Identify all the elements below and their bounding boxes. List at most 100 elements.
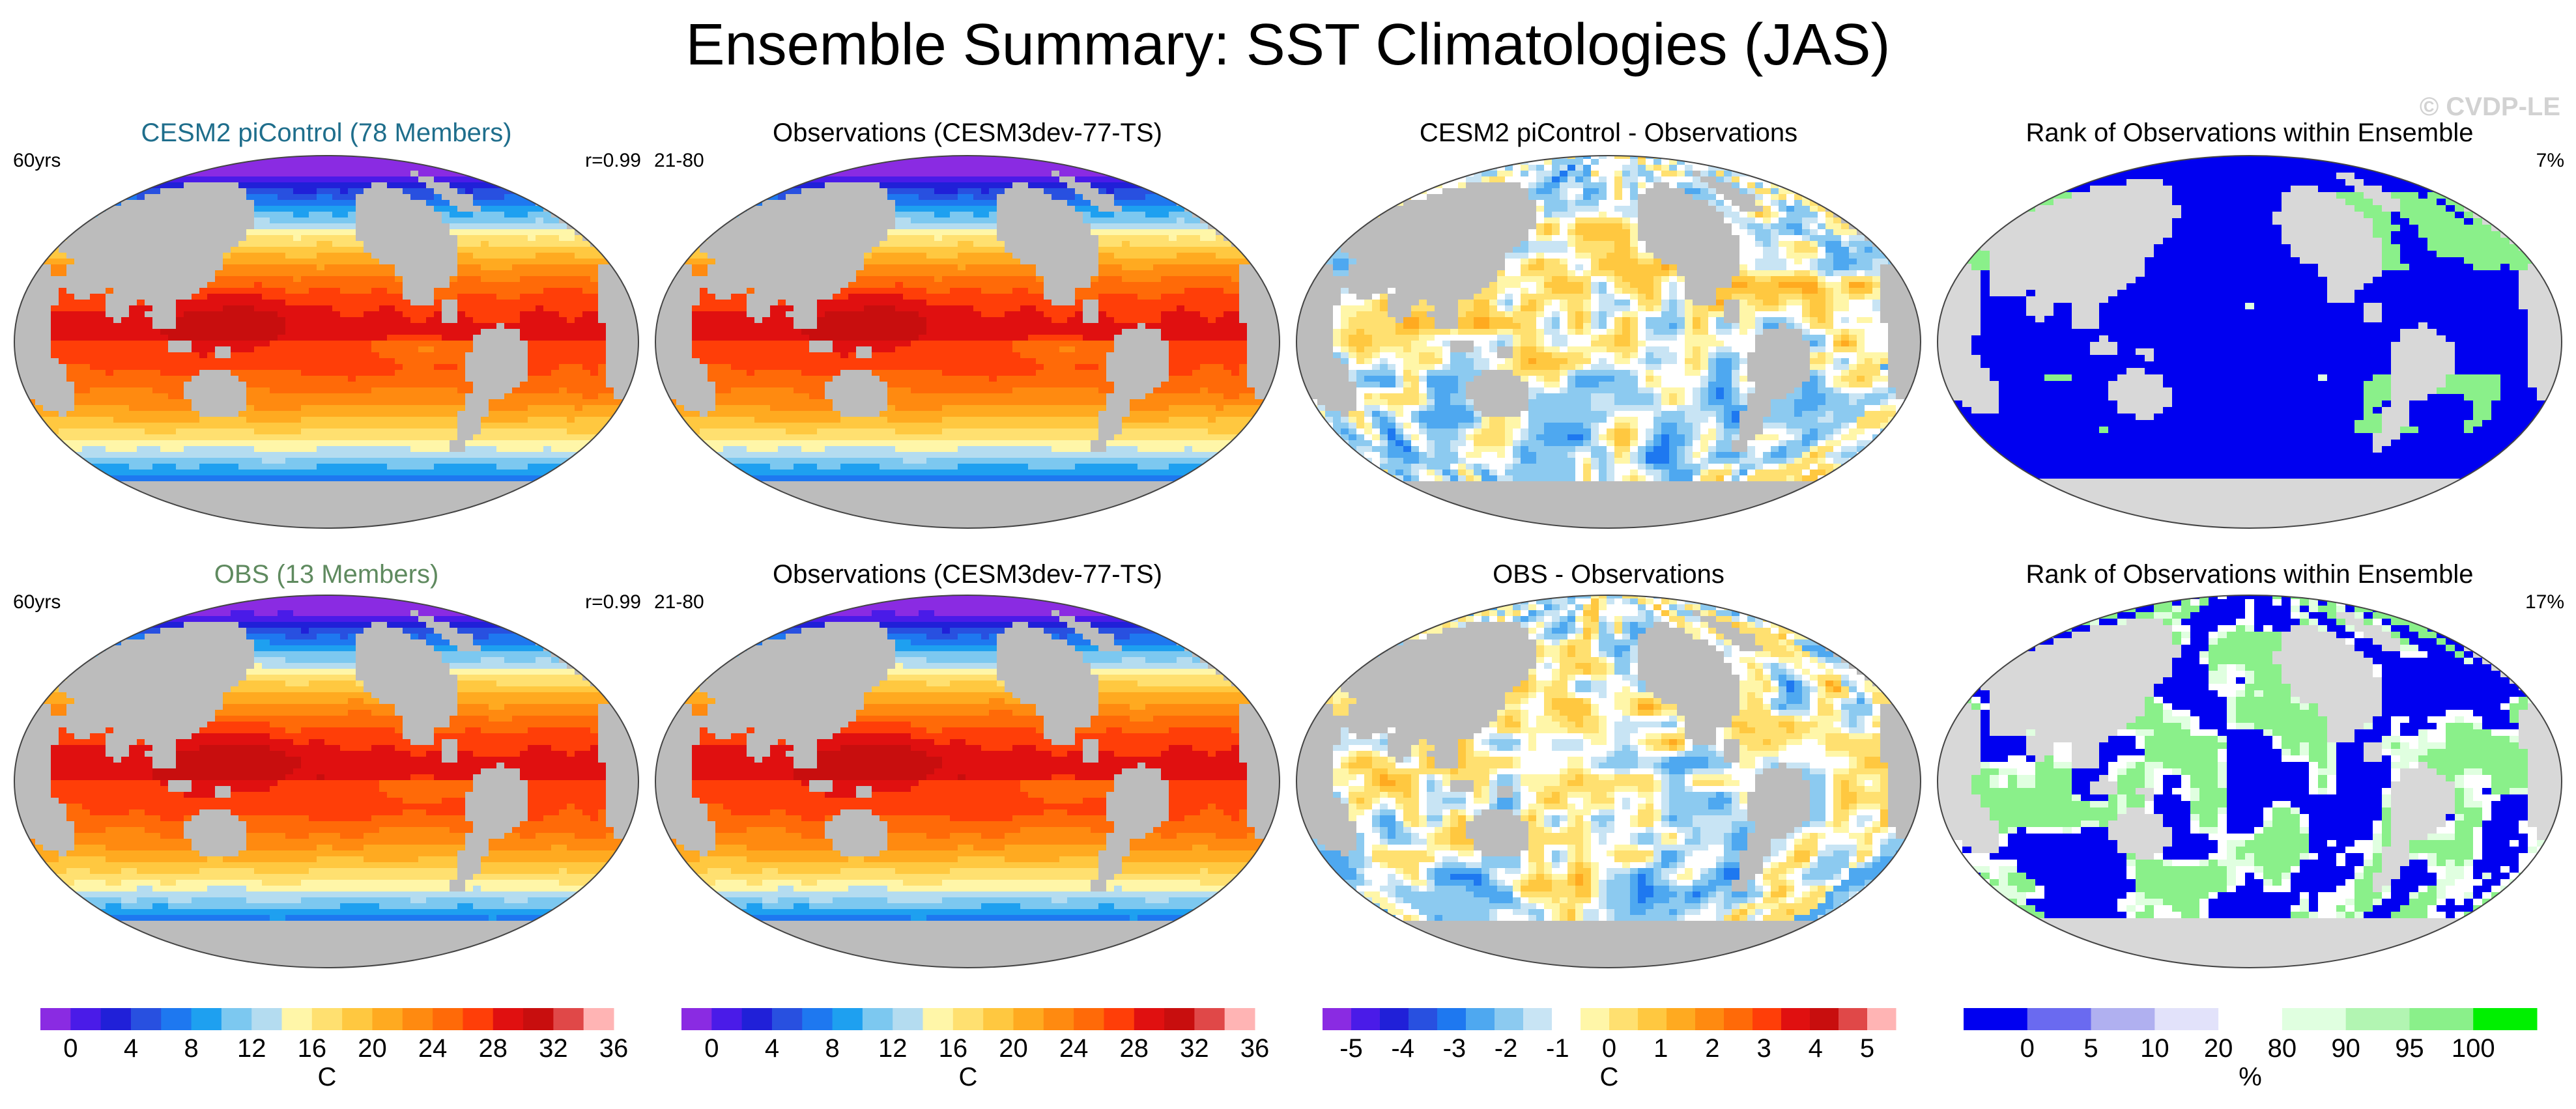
colorbar-swatch (1581, 1008, 1610, 1030)
colorbar-swatch (2409, 1008, 2474, 1030)
colorbar-swatch (553, 1008, 584, 1030)
colorbar-swatch (463, 1008, 494, 1030)
panel-title: Observations (CESM3dev-77-TS) (653, 560, 1282, 589)
colorbar-swatch (1013, 1008, 1044, 1030)
colorbar-tick-label: 1 (1622, 1034, 1700, 1063)
map-panel (655, 595, 1280, 968)
colorbar-swatch (1964, 1008, 2028, 1030)
colorbar-tick-label: 4 (1777, 1034, 1855, 1063)
colorbar-swatch (1552, 1008, 1581, 1030)
colorbar-tick-label: 0 (31, 1034, 109, 1063)
panel-left-annotation: 60yrs (13, 150, 61, 172)
colorbar-swatch (832, 1008, 863, 1030)
panel-right-annotation: r=0.99 (511, 591, 641, 613)
colorbar-swatch (1867, 1008, 1896, 1030)
colorbar-swatch (1380, 1008, 1409, 1030)
colorbar-swatch (161, 1008, 192, 1030)
colorbar (40, 1008, 614, 1030)
colorbar-tick-label: 2 (1673, 1034, 1751, 1063)
panel-right-annotation: 17% (2434, 591, 2564, 613)
colorbar-tick-label: 4 (733, 1034, 811, 1063)
colorbar-tick-label: 16 (273, 1034, 351, 1063)
colorbar-swatch (70, 1008, 102, 1030)
colorbar-tick-label: 28 (454, 1034, 532, 1063)
colorbar-tick-label: 8 (794, 1034, 872, 1063)
colorbar-swatch (433, 1008, 463, 1030)
colorbar-tick-label: 0 (1570, 1034, 1648, 1063)
colorbar-tick-label: 100 (2434, 1034, 2512, 1063)
panel-left-annotation: 21-80 (654, 591, 704, 613)
map-panel (1937, 155, 2562, 529)
colorbar-tick-label: 10 (2115, 1034, 2194, 1063)
colorbar-swatch (1043, 1008, 1074, 1030)
colorbar-tick-label: 95 (2370, 1034, 2448, 1063)
colorbar-tick-label: 8 (152, 1034, 231, 1063)
colorbar-swatch (862, 1008, 893, 1030)
colorbar-tick-label: 32 (1155, 1034, 1233, 1063)
colorbar-swatch (402, 1008, 433, 1030)
colorbar-swatch (2091, 1008, 2155, 1030)
colorbar-swatch (1224, 1008, 1255, 1030)
panel-title: OBS - Observations (1294, 560, 1923, 589)
colorbar-swatch (251, 1008, 283, 1030)
colorbar-swatch (1104, 1008, 1135, 1030)
colorbar-swatch (1638, 1008, 1667, 1030)
colorbar-swatch (2027, 1008, 2092, 1030)
colorbar-tick-label: 0 (672, 1034, 751, 1063)
colorbar-tick-label: 20 (2179, 1034, 2257, 1063)
colorbar-tick-label: -2 (1467, 1034, 1545, 1063)
colorbar-units: C (40, 1063, 614, 1092)
colorbar-tick-label: 16 (914, 1034, 992, 1063)
colorbar-swatch (802, 1008, 833, 1030)
colorbar-units: C (681, 1063, 1255, 1092)
colorbar-swatch (523, 1008, 554, 1030)
colorbar-tick-label: 3 (1725, 1034, 1803, 1063)
map-panel (655, 155, 1280, 529)
colorbar-swatch (1194, 1008, 1225, 1030)
colorbar-swatch (1810, 1008, 1839, 1030)
colorbar-units: C (1323, 1063, 1896, 1092)
colorbar-units: % (1964, 1063, 2537, 1092)
panel-title: OBS (13 Members) (12, 560, 641, 589)
colorbar-swatch (1609, 1008, 1639, 1030)
page-title: Ensemble Summary: SST Climatologies (JAS… (0, 12, 2576, 79)
colorbar-swatch (342, 1008, 373, 1030)
colorbar-swatch (893, 1008, 924, 1030)
colorbar-tick-label: 12 (212, 1034, 291, 1063)
panel-left-annotation: 60yrs (13, 591, 61, 613)
panel-right-annotation: 7% (2434, 150, 2564, 172)
colorbar-tick-label: 5 (2052, 1034, 2130, 1063)
colorbar-swatch (1351, 1008, 1381, 1030)
panel-title: CESM2 piControl - Observations (1294, 119, 1923, 148)
colorbar-tick-label: 24 (394, 1034, 472, 1063)
colorbar-tick-label: 36 (1216, 1034, 1294, 1063)
colorbar-tick-label: -1 (1519, 1034, 1597, 1063)
colorbar-swatch (741, 1008, 773, 1030)
colorbar-swatch (1667, 1008, 1696, 1030)
colorbar-tick-label: -5 (1312, 1034, 1390, 1063)
colorbar-swatch (1074, 1008, 1104, 1030)
colorbar-swatch (1781, 1008, 1810, 1030)
colorbar-swatch (1839, 1008, 1868, 1030)
colorbar-swatch (923, 1008, 954, 1030)
colorbar-swatch (711, 1008, 743, 1030)
colorbar (1964, 1008, 2538, 1030)
watermark: © CVDP-LE (2371, 92, 2560, 122)
colorbar-swatch (2218, 1008, 2283, 1030)
colorbar-tick-label: 0 (1988, 1034, 2067, 1063)
colorbar-swatch (130, 1008, 162, 1030)
colorbar-tick-label: 28 (1095, 1034, 1173, 1063)
colorbar-tick-label: -4 (1364, 1034, 1442, 1063)
map-panel (14, 595, 639, 968)
colorbar-swatch (1753, 1008, 1782, 1030)
colorbar-tick-label: 4 (92, 1034, 170, 1063)
colorbar-tick-label: 90 (2307, 1034, 2385, 1063)
colorbar-swatch (221, 1008, 252, 1030)
colorbar-tick-label: 20 (974, 1034, 1052, 1063)
colorbar (1323, 1008, 1896, 1030)
colorbar-swatch (681, 1008, 712, 1030)
colorbar-swatch (281, 1008, 313, 1030)
colorbar-swatch (983, 1008, 1014, 1030)
map-panel (1937, 595, 2562, 968)
colorbar-tick-label: -3 (1415, 1034, 1493, 1063)
